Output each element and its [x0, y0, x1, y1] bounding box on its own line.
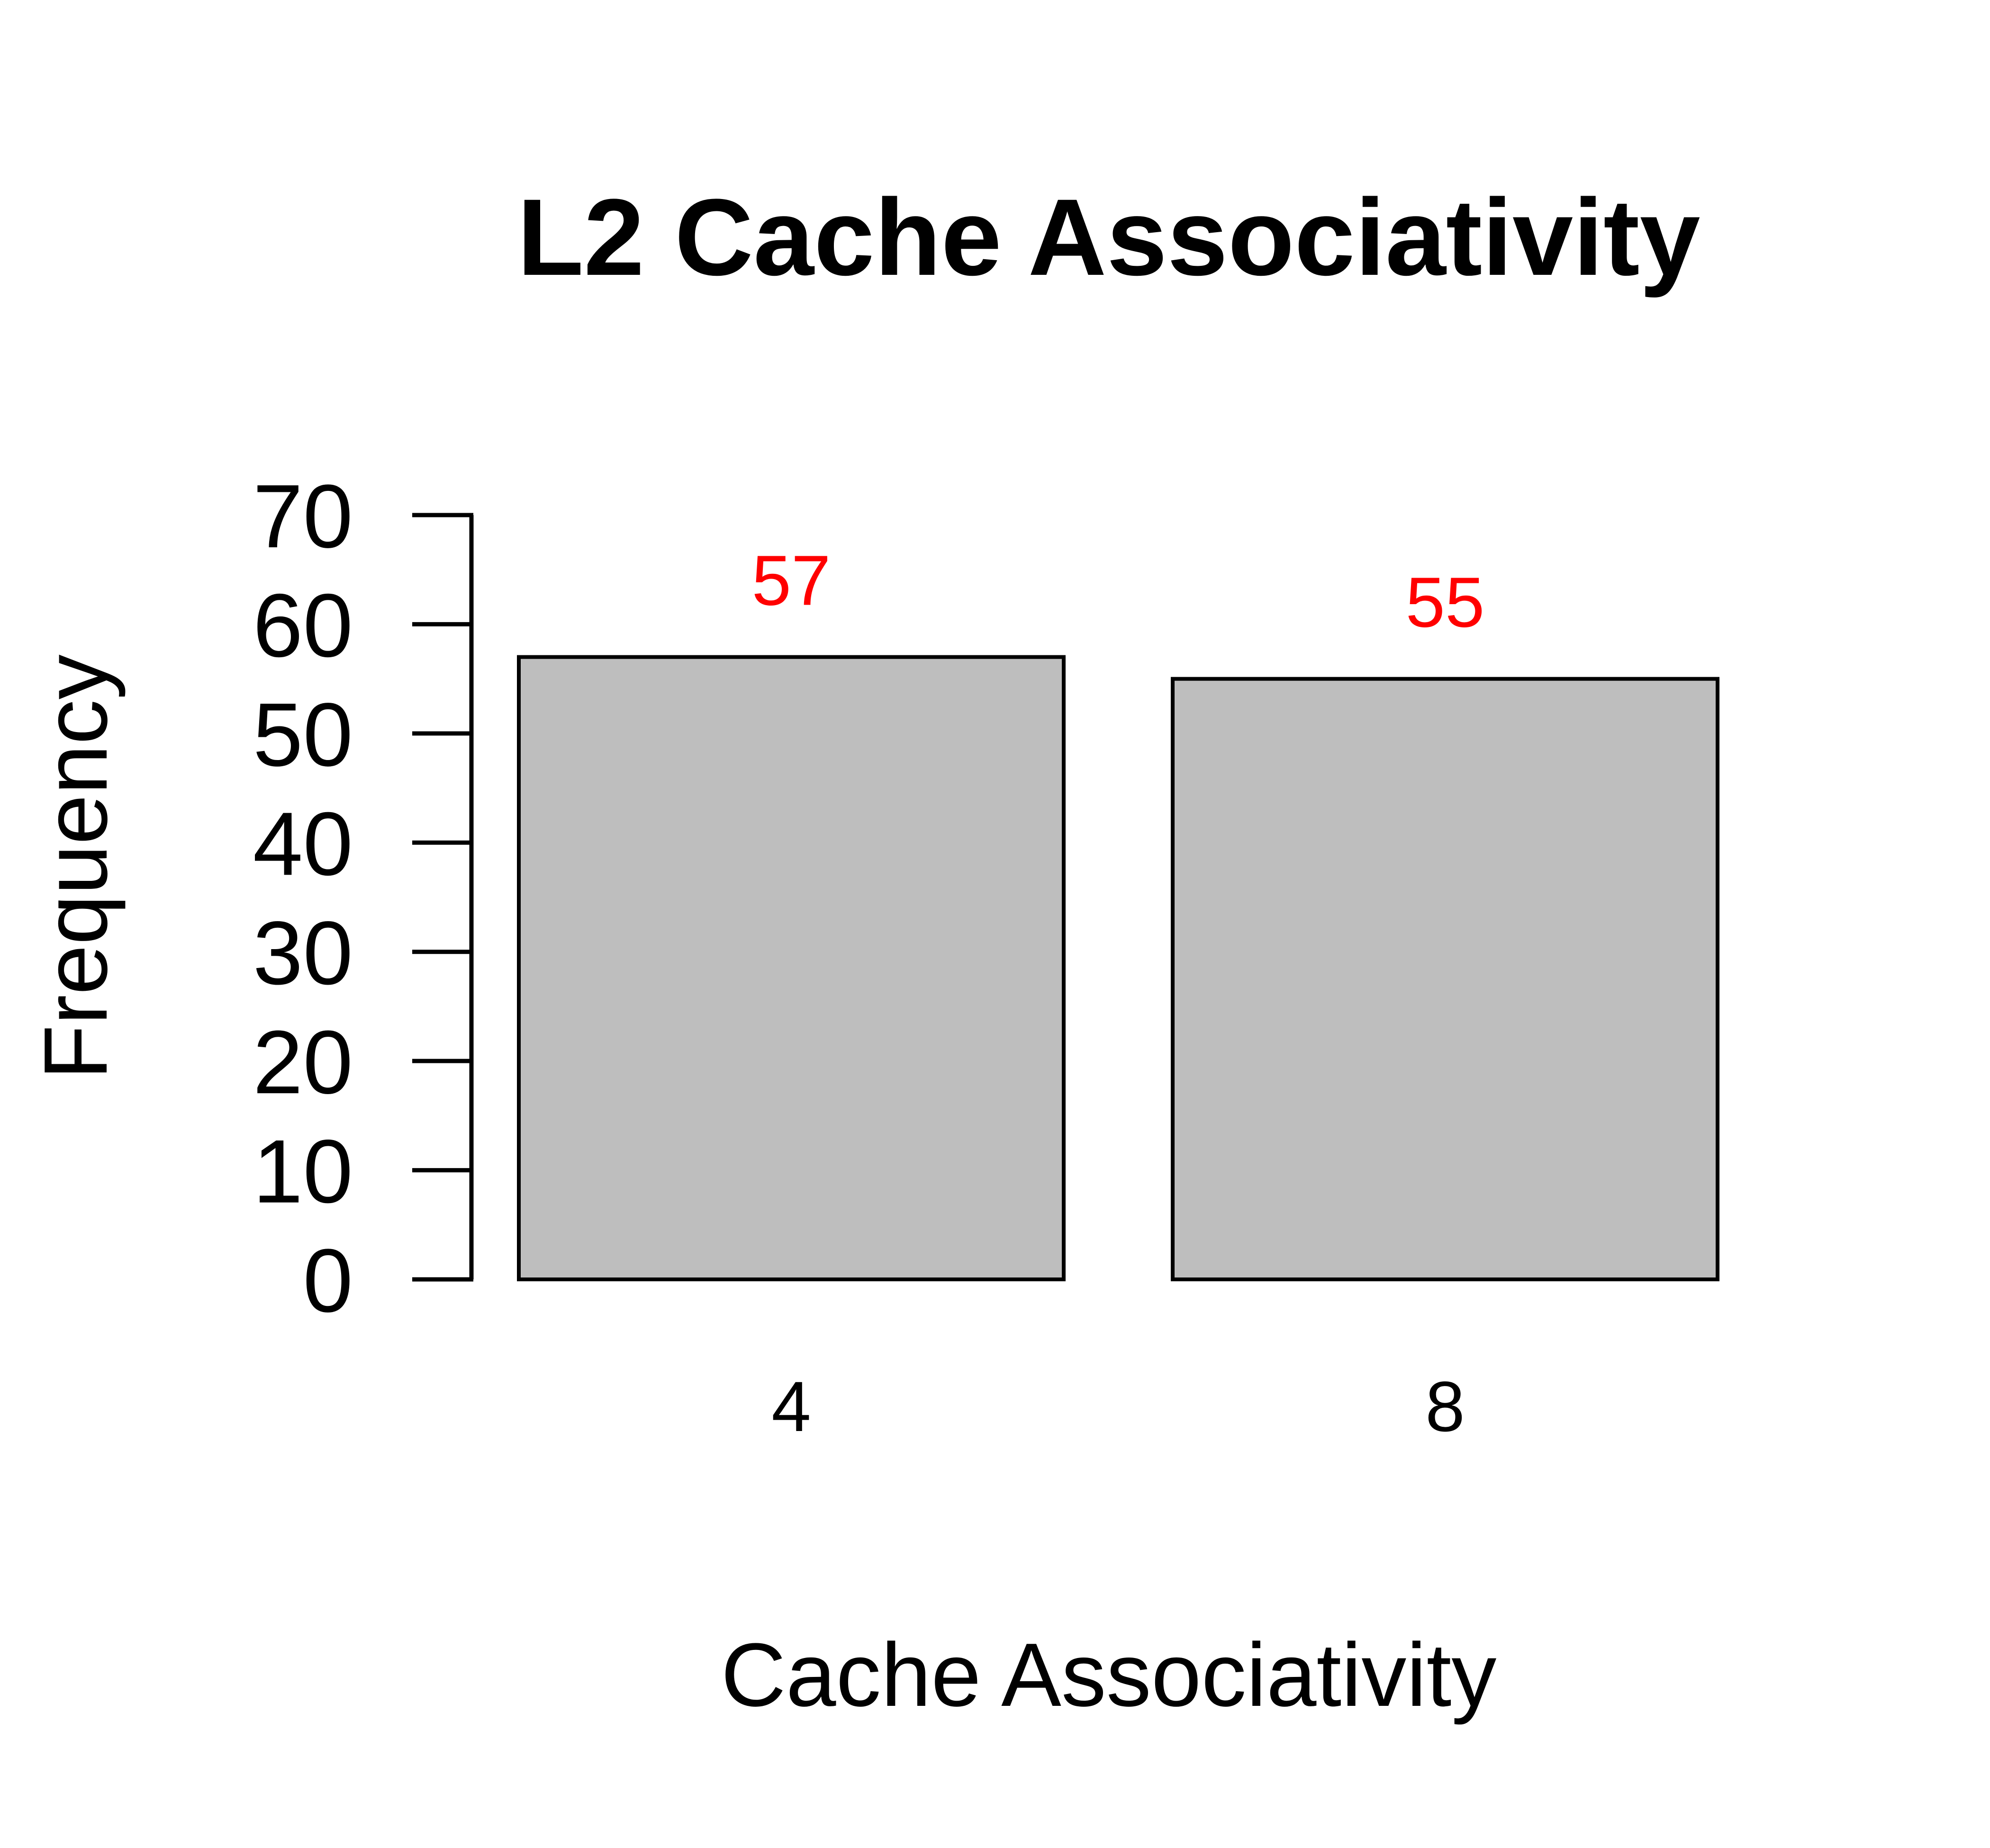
y-tick-label: 0 [303, 1231, 353, 1331]
bar [1171, 677, 1719, 1281]
bars-group [517, 655, 1719, 1281]
x-category-label: 8 [1425, 1367, 1465, 1446]
bar [517, 655, 1066, 1281]
y-tick-label: 70 [253, 466, 353, 567]
x-category-label: 4 [771, 1367, 811, 1446]
y-tick-label: 40 [253, 794, 353, 894]
bar-value-label: 55 [1406, 562, 1485, 642]
bar-value-label: 57 [752, 541, 831, 620]
y-axis-title: Frequency [26, 654, 126, 1080]
y-tick-label: 30 [253, 903, 353, 1004]
y-tick-label: 50 [253, 685, 353, 785]
y-tick-label: 20 [253, 1012, 353, 1113]
y-tick-label: 60 [253, 575, 353, 676]
chart-title: L2 Cache Associativity [517, 176, 1701, 298]
x-axis-title: Cache Associativity [721, 1625, 1497, 1725]
data-labels-group: 57 55 [752, 541, 1485, 642]
y-tick-label: 10 [253, 1122, 353, 1222]
